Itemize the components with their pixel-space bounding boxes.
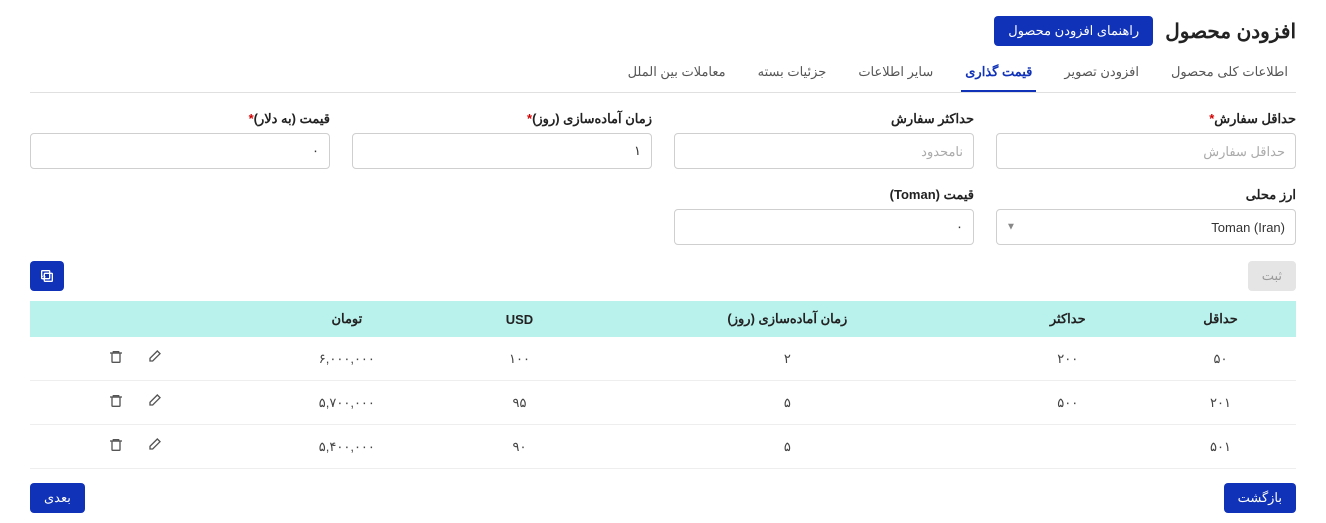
th-usd: USD [455, 301, 585, 337]
cell-max: ۲۰۰ [990, 337, 1145, 381]
delete-row-button[interactable] [108, 393, 124, 412]
form-row-2: ارز محلی ▼ قیمت (Toman) [30, 187, 1296, 245]
table-row: ۵۰۲۰۰۲۱۰۰۶,۰۰۰,۰۰۰ [30, 337, 1296, 381]
delete-row-button[interactable] [108, 437, 124, 456]
form-row-1: حداقل سفارش* حداکثر سفارش زمان آماده‌ساز… [30, 111, 1296, 169]
pricing-tbody: ۵۰۲۰۰۲۱۰۰۶,۰۰۰,۰۰۰۲۰۱۵۰۰۵۹۵۵,۷۰۰,۰۰۰۵۰۱۵… [30, 337, 1296, 469]
price-usd-input[interactable] [30, 133, 330, 169]
page-header: افزودن محصول راهنمای افزودن محصول [30, 10, 1296, 56]
price-local-input[interactable] [674, 209, 974, 245]
tab-general[interactable]: اطلاعات کلی محصول [1167, 56, 1292, 92]
edit-row-button[interactable] [146, 349, 162, 368]
cell-min: ۲۰۱ [1145, 381, 1296, 425]
label-lead-time: زمان آماده‌سازی (روز)* [352, 111, 652, 127]
cell-usd: ۱۰۰ [455, 337, 585, 381]
field-max-order: حداکثر سفارش [674, 111, 974, 169]
th-min: حداقل [1145, 301, 1296, 337]
cell-max: ۵۰۰ [990, 381, 1145, 425]
cell-usd: ۹۵ [455, 381, 585, 425]
edit-row-button[interactable] [146, 393, 162, 412]
th-max: حداکثر [990, 301, 1145, 337]
tab-pricing[interactable]: قیمت گذاری [961, 56, 1036, 92]
tab-intl[interactable]: معاملات بین الملل [624, 56, 730, 92]
label-local-currency: ارز محلی [996, 187, 1296, 203]
copy-icon-button[interactable]: ? [30, 261, 64, 291]
edit-row-button[interactable] [146, 437, 162, 456]
field-min-order: حداقل سفارش* [996, 111, 1296, 169]
field-price-local: قیمت (Toman) [674, 187, 974, 245]
field-price-usd: قیمت (به دلار)* [30, 111, 330, 169]
next-button[interactable]: بعدی [30, 483, 85, 513]
cell-max [990, 425, 1145, 469]
cell-usd: ۹۰ [455, 425, 585, 469]
table-row: ۲۰۱۵۰۰۵۹۵۵,۷۰۰,۰۰۰ [30, 381, 1296, 425]
delete-icon [108, 349, 124, 365]
th-actions [30, 301, 239, 337]
th-toman: تومان [239, 301, 454, 337]
field-lead-time: زمان آماده‌سازی (روز)* [352, 111, 652, 169]
tabs: اطلاعات کلی محصول افزودن تصویر قیمت گذار… [30, 56, 1296, 93]
tab-package[interactable]: جزئیات بسته [754, 56, 831, 92]
cell-actions [30, 337, 239, 381]
svg-text:?: ? [42, 275, 46, 282]
cell-toman: ۵,۷۰۰,۰۰۰ [239, 381, 454, 425]
field-local-currency: ارز محلی ▼ [996, 187, 1296, 245]
cell-toman: ۵,۴۰۰,۰۰۰ [239, 425, 454, 469]
cell-lead: ۲ [584, 337, 990, 381]
cell-lead: ۵ [584, 381, 990, 425]
cell-min: ۵۰ [1145, 337, 1296, 381]
local-currency-select[interactable] [996, 209, 1296, 245]
submit-button[interactable]: ثبت [1248, 261, 1296, 291]
tab-image[interactable]: افزودن تصویر [1060, 56, 1143, 92]
delete-icon [108, 393, 124, 409]
footer: بازگشت بعدی [30, 483, 1296, 513]
table-row: ۵۰۱ ۵۹۰۵,۴۰۰,۰۰۰ [30, 425, 1296, 469]
edit-icon [146, 437, 162, 453]
tab-other[interactable]: سایر اطلاعات [854, 56, 937, 92]
cell-toman: ۶,۰۰۰,۰۰۰ [239, 337, 454, 381]
guide-button[interactable]: راهنمای افزودن محصول [994, 16, 1153, 46]
back-button[interactable]: بازگشت [1224, 483, 1296, 513]
min-order-input[interactable] [996, 133, 1296, 169]
delete-row-button[interactable] [108, 349, 124, 368]
spacer [30, 187, 652, 245]
edit-icon [146, 349, 162, 365]
th-lead: زمان آماده‌سازی (روز) [584, 301, 990, 337]
page-title: افزودن محصول [1165, 19, 1296, 44]
label-price-local: قیمت (Toman) [674, 187, 974, 203]
form-actions: ثبت ? [30, 261, 1296, 291]
pricing-table: حداقل حداکثر زمان آماده‌سازی (روز) USD ت… [30, 301, 1296, 469]
label-min-order: حداقل سفارش* [996, 111, 1296, 127]
max-order-input[interactable] [674, 133, 974, 169]
delete-icon [108, 437, 124, 453]
lead-time-input[interactable] [352, 133, 652, 169]
cell-min: ۵۰۱ [1145, 425, 1296, 469]
copy-icon: ? [39, 268, 55, 284]
label-max-order: حداکثر سفارش [674, 111, 974, 127]
edit-icon [146, 393, 162, 409]
label-price-usd: قیمت (به دلار)* [30, 111, 330, 127]
cell-actions [30, 381, 239, 425]
cell-lead: ۵ [584, 425, 990, 469]
cell-actions [30, 425, 239, 469]
